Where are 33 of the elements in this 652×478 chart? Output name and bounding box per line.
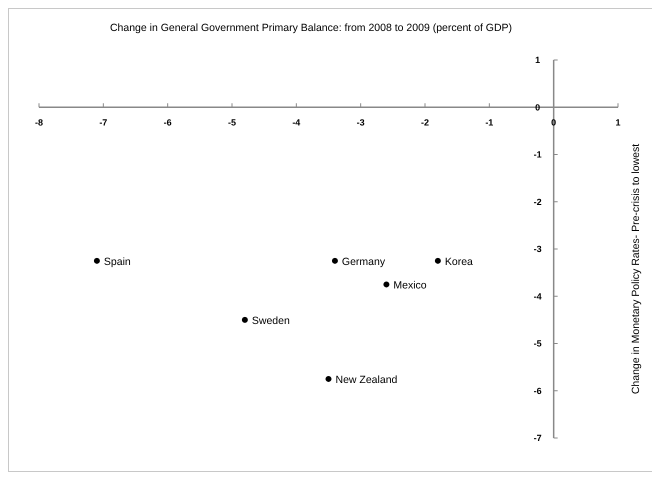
annotation: Germany [342, 256, 386, 268]
annotation: New Zealand [336, 374, 398, 386]
annotation: Sweden [252, 314, 290, 327]
x-tick-label: 0 [551, 117, 556, 128]
point [242, 316, 248, 323]
x-tick-label: -8 [34, 117, 44, 128]
y-axis-title: Change in Monetary Policy Rates- Pre-crisis to lowest [630, 144, 642, 394]
y-tick-label: 1 [535, 55, 540, 65]
x-tick-label: -2 [420, 117, 430, 128]
x-tick-label: -1 [485, 117, 494, 128]
y-tick-label: -5 [534, 338, 542, 348]
point [383, 281, 390, 288]
x-tick-label: -6 [164, 117, 172, 128]
y-tick-label: -6 [534, 386, 542, 396]
annotation: Spain [104, 256, 131, 268]
y-tick-label: -7 [534, 433, 542, 443]
x-tick-label: -4 [292, 117, 300, 128]
x-tick-label: -7 [99, 117, 108, 128]
chart-title: Change in General Government Primary Balance: from 2008 to 2009 (percent of GDP) [110, 22, 512, 34]
x-tick-label: 1 [615, 117, 621, 128]
y-tick-label: -3 [534, 244, 542, 254]
point [326, 376, 332, 382]
x-tick-label: -3 [356, 117, 365, 128]
point [94, 258, 100, 264]
annotation: Mexico [393, 279, 427, 292]
y-tick-label: -4 [534, 291, 542, 302]
y-tick-label: -2 [534, 196, 542, 207]
annotation: Korea [444, 256, 474, 268]
y-tick-label: 0 [535, 102, 540, 112]
point [434, 258, 441, 264]
x-tick-label: -5 [228, 117, 236, 128]
y-tick-label: -1 [534, 150, 542, 160]
point [332, 258, 338, 264]
